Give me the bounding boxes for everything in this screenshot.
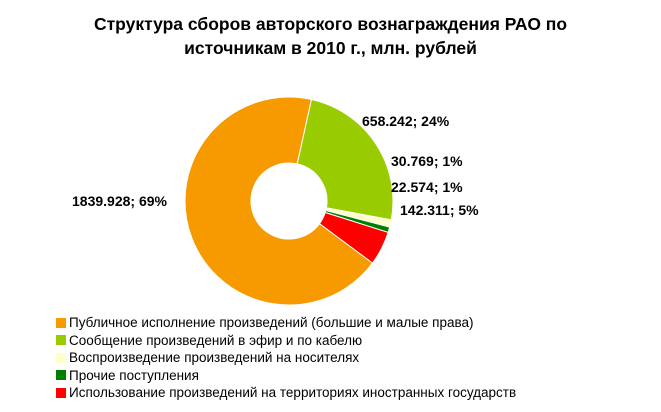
pie-slice bbox=[318, 211, 389, 264]
chart-title: Структура сборов авторского вознагражден… bbox=[40, 12, 621, 60]
pie-slice bbox=[184, 96, 374, 306]
legend-swatch bbox=[56, 352, 66, 363]
legend-swatch bbox=[56, 335, 66, 346]
legend-item: Прочие поступления bbox=[56, 367, 516, 385]
legend-item: Воспроизведение произведений на носителя… bbox=[56, 349, 516, 367]
legend-label: Использование произведений на территория… bbox=[69, 385, 517, 400]
legend-item: Использование произведений на территория… bbox=[56, 384, 516, 402]
chart-title-line-1: Структура сборов авторского вознагражден… bbox=[93, 14, 568, 34]
legend-label: Сообщение произведений в эфир и по кабел… bbox=[69, 332, 363, 348]
legend-swatch bbox=[56, 317, 66, 328]
legend-item: Сообщение произведений в эфир и по кабел… bbox=[56, 332, 516, 350]
legend-label: Воспроизведение произведений на носителя… bbox=[69, 350, 360, 365]
chart-title-line-2: источникам в 2010 г., млн. рублей bbox=[184, 38, 477, 58]
data-label: 142.311; 5% bbox=[400, 202, 479, 218]
data-label: 22.574; 1% bbox=[391, 179, 463, 195]
legend-item: Публичное исполнение произведений (больш… bbox=[56, 314, 516, 332]
data-label: 1839.928; 69% bbox=[72, 193, 168, 209]
data-label: 30.769; 1% bbox=[391, 153, 463, 169]
pie-slice bbox=[296, 98, 394, 221]
legend-swatch bbox=[56, 387, 66, 398]
legend: Публичное исполнение произведений (больш… bbox=[56, 314, 516, 402]
legend-label: Публичное исполнение произведений (больш… bbox=[69, 315, 474, 330]
legend-swatch bbox=[56, 370, 66, 381]
legend-label: Прочие поступления bbox=[69, 367, 199, 383]
data-label: 658.242; 24% bbox=[362, 113, 450, 129]
